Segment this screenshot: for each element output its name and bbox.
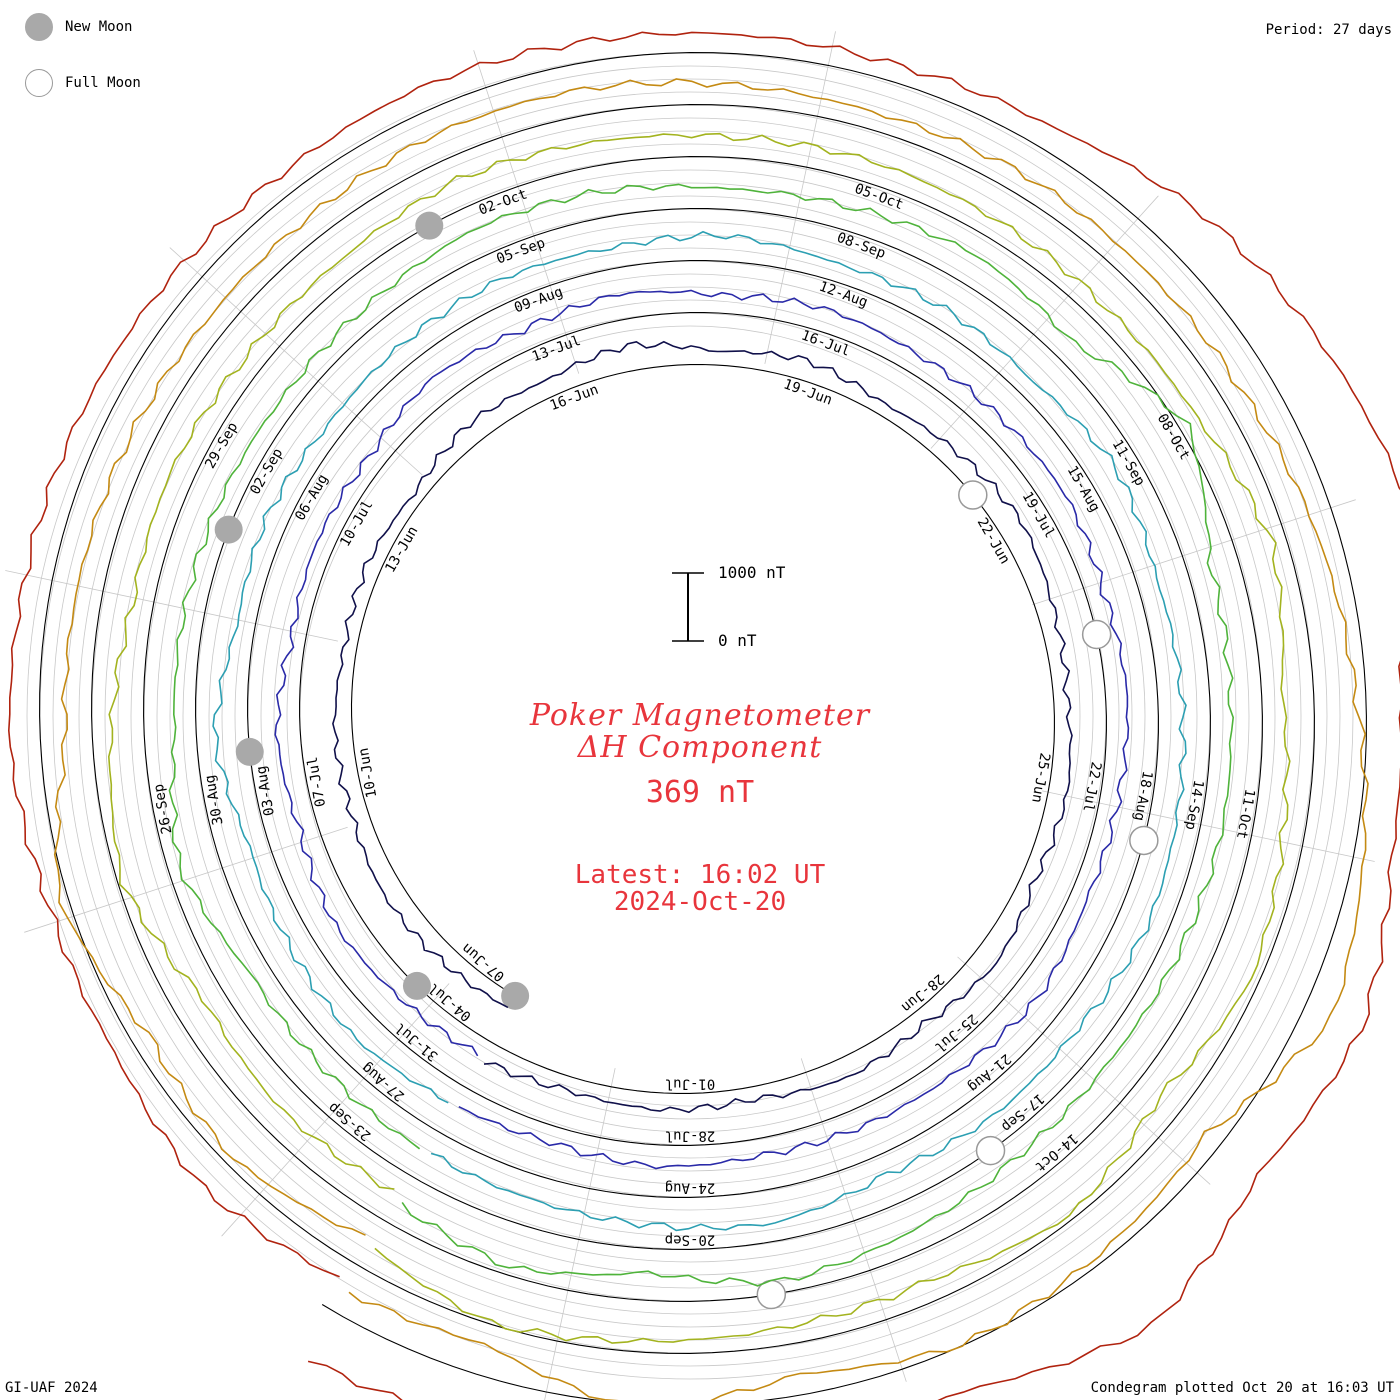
period-label: Period: 27 days	[1265, 22, 1392, 38]
series-layer	[7, 31, 1400, 1400]
grid-spoke	[930, 195, 1159, 449]
full-moon-marker	[958, 480, 988, 510]
date-label: 23-Sep	[325, 1099, 374, 1144]
grid-spoke	[24, 826, 348, 933]
grid-spoke	[957, 956, 1211, 1185]
date-label: 08-Sep	[835, 230, 888, 262]
footer-plotted: Condegram plotted Oct 20 at 16:03 UT	[1090, 1380, 1394, 1396]
date-label: 20-Sep	[665, 1231, 716, 1247]
full-moon-icon	[25, 69, 53, 97]
scale-bar	[672, 572, 704, 642]
scale-top-label: 1000 nT	[718, 563, 786, 582]
grid-spoke	[1032, 499, 1356, 606]
date-label: 28-Jul	[665, 1127, 716, 1143]
new-moon-marker	[501, 981, 530, 1010]
footer-credit: GI-UAF 2024	[5, 1380, 98, 1396]
series-line-1	[332, 340, 1073, 1114]
date-label: 10-Jul	[337, 498, 376, 550]
date-label: 16-Jun	[548, 382, 601, 414]
new-moon-marker	[214, 515, 243, 544]
legend-full-moon: Full Moon	[25, 69, 141, 97]
latest-time: Latest: 16:02 UT	[574, 860, 826, 890]
series-line-6	[53, 78, 1369, 1400]
grid-spoke	[800, 1058, 907, 1382]
new-moon-marker	[235, 737, 264, 766]
date-label: 02-Oct	[477, 186, 530, 218]
series-line-3	[212, 230, 1187, 1232]
date-label: 19-Jun	[781, 376, 834, 408]
date-label: 07-Jun	[459, 940, 508, 985]
date-label: 13-Jul	[530, 333, 583, 365]
date-label: 09-Aug	[512, 284, 565, 316]
series-line-7	[7, 31, 1400, 1400]
baseline-spiral	[39, 52, 1367, 1400]
full-moon-marker	[975, 1135, 1006, 1166]
date-label: 27-Aug	[359, 1059, 408, 1104]
new-moon-icon	[25, 13, 53, 41]
moon-layer	[214, 211, 1159, 1310]
legend-new-moon-label: New Moon	[65, 19, 133, 35]
date-label: 28-Jun	[898, 971, 947, 1016]
date-label: 01-Jul	[665, 1075, 716, 1091]
current-value: 369 nT	[645, 775, 755, 810]
date-label: 13-Jun	[382, 524, 421, 576]
date-label: 12-Aug	[817, 279, 870, 311]
series-line-4	[168, 183, 1235, 1287]
full-moon-marker	[1081, 619, 1112, 650]
chart-title: Poker Magnetometer	[529, 698, 871, 733]
latest-date: 2024-Oct-20	[613, 887, 787, 917]
legend-new-moon: New Moon	[25, 13, 132, 41]
new-moon-marker	[402, 971, 431, 1000]
series-line-5	[107, 132, 1291, 1344]
date-label: 16-Jul	[799, 327, 852, 359]
date-label: 05-Sep	[494, 235, 547, 267]
series-line-2	[274, 289, 1130, 1170]
grid-spoke	[5, 570, 338, 642]
chart-subtitle: ΔH Component	[577, 730, 823, 765]
date-label: 05-Oct	[852, 181, 905, 213]
grid-spoke	[1042, 790, 1375, 862]
scale-bottom-label: 0 nT	[718, 631, 757, 650]
grid-spoke	[544, 1068, 616, 1400]
baseline-layer	[39, 52, 1367, 1400]
date-label: 24-Aug	[665, 1179, 716, 1195]
legend-full-moon-label: Full Moon	[65, 75, 141, 91]
full-moon-marker	[1129, 825, 1159, 856]
new-moon-marker	[415, 211, 444, 240]
